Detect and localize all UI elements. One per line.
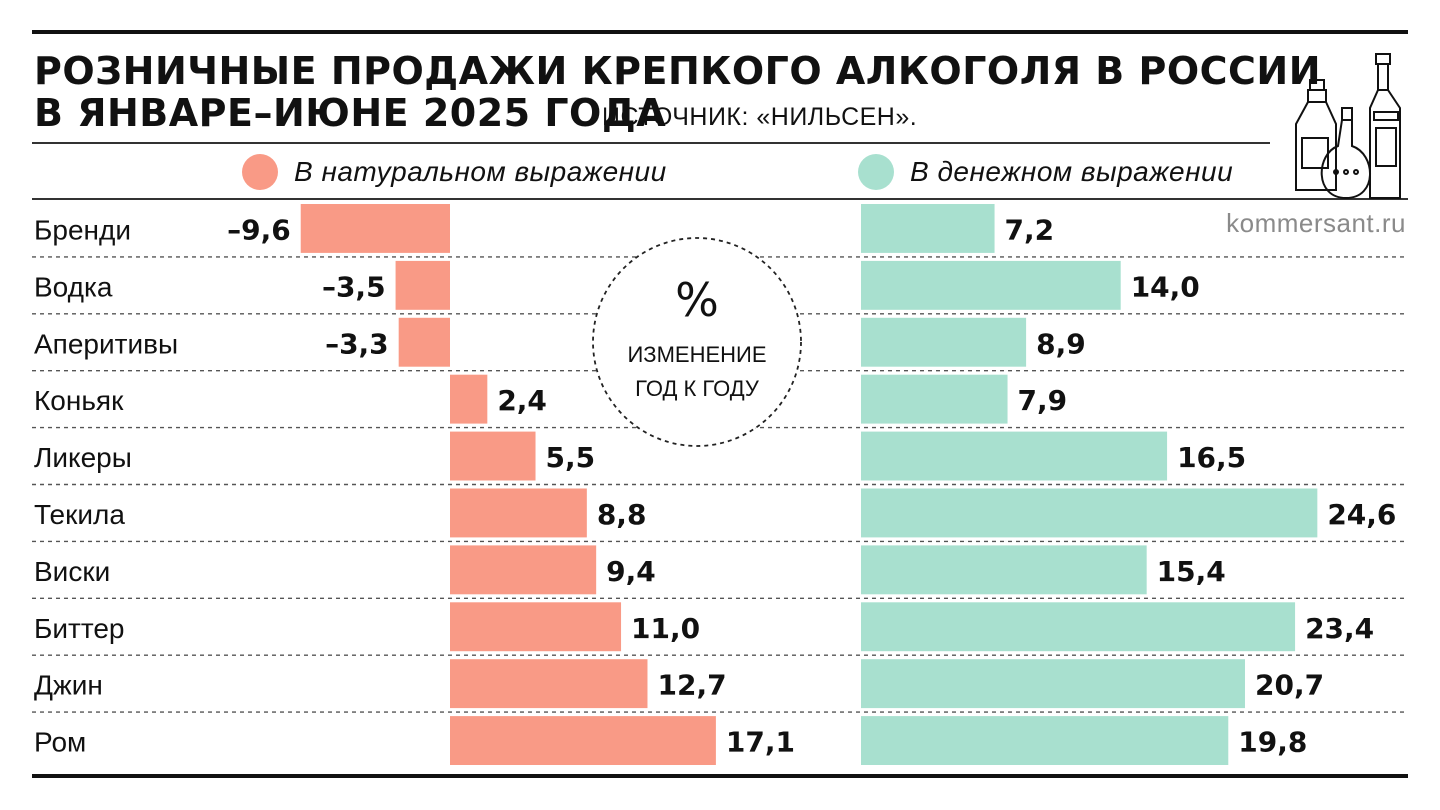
legend-value: В денежном выражении xyxy=(858,154,1233,190)
value-label-value: 14,0 xyxy=(1131,270,1200,303)
value-label-value: 7,2 xyxy=(1005,213,1055,246)
bar-value xyxy=(861,545,1147,595)
value-label-volume: 8,8 xyxy=(597,498,647,531)
value-label-volume: 11,0 xyxy=(631,612,700,645)
value-label-value: 7,9 xyxy=(1018,384,1068,417)
header-rule xyxy=(32,198,1408,200)
bar-value xyxy=(861,204,995,253)
category-label: Джин xyxy=(34,670,103,701)
category-label: Биттер xyxy=(34,613,125,644)
value-label-value: 24,6 xyxy=(1327,498,1396,531)
bar-value xyxy=(861,431,1168,481)
bar-value xyxy=(861,659,1245,709)
bar-volume xyxy=(300,204,450,253)
bar-value xyxy=(861,488,1318,538)
category-label: Виски xyxy=(34,556,110,587)
legend-volume-swatch xyxy=(242,154,278,190)
bar-value xyxy=(861,374,1008,424)
legend-value-label: В денежном выражении xyxy=(910,156,1234,187)
bar-volume xyxy=(450,431,536,481)
value-label-volume: –3,5 xyxy=(322,270,386,303)
value-label-volume: 17,1 xyxy=(726,726,795,759)
value-label-value: 19,8 xyxy=(1238,726,1307,759)
top-rule xyxy=(32,30,1408,34)
bottom-rule xyxy=(32,774,1408,778)
yoy-badge xyxy=(592,237,802,447)
bar-value xyxy=(861,716,1229,765)
bar-value xyxy=(861,317,1027,367)
category-label: Текила xyxy=(34,499,125,530)
legend-value-swatch xyxy=(858,154,894,190)
category-label: Аперитивы xyxy=(34,328,178,359)
bar-volume xyxy=(450,659,648,709)
source-note: ИСТОЧНИК: «НИЛЬСЕН». xyxy=(602,103,918,131)
value-label-volume: 12,7 xyxy=(657,669,726,702)
bottles-icon xyxy=(1295,53,1401,200)
value-label-volume: –9,6 xyxy=(227,213,291,246)
percent-symbol: % xyxy=(675,273,719,327)
category-label: Водка xyxy=(34,271,113,302)
bar-value xyxy=(861,602,1296,652)
category-label: Ликеры xyxy=(34,442,132,473)
legend-rule xyxy=(32,142,1270,144)
category-label: Бренди xyxy=(34,214,131,245)
bar-volume xyxy=(450,545,597,595)
value-label-volume: –3,3 xyxy=(325,327,389,360)
bar-volume xyxy=(450,602,622,652)
badge-line-2: ГОД К ГОДУ xyxy=(635,376,760,401)
title-line-2: В ЯНВАРЕ–ИЮНЕ 2025 ГОДА xyxy=(34,91,667,135)
value-label-volume: 5,5 xyxy=(546,441,596,474)
legend-volume: В натуральном выражении xyxy=(242,154,667,190)
title-line-1: РОЗНИЧНЫЕ ПРОДАЖИ КРЕПКОГО АЛКОГОЛЯ В РО… xyxy=(34,49,1322,93)
bar-volume xyxy=(395,260,450,310)
legend-volume-label: В натуральном выражении xyxy=(294,156,667,187)
value-label-volume: 2,4 xyxy=(497,384,547,417)
category-label: Ром xyxy=(34,727,86,758)
value-label-value: 23,4 xyxy=(1305,612,1374,645)
value-label-volume: 9,4 xyxy=(606,555,656,588)
bar-value xyxy=(861,260,1121,310)
value-label-value: 20,7 xyxy=(1255,669,1324,702)
bar-volume xyxy=(450,716,716,765)
watermark: kommersant.ru xyxy=(1226,208,1406,238)
bar-volume xyxy=(450,488,587,538)
bar-volume xyxy=(398,317,450,367)
value-label-value: 15,4 xyxy=(1157,555,1226,588)
badge-line-1: ИЗМЕНЕНИЕ xyxy=(627,342,766,367)
category-label: Коньяк xyxy=(34,385,124,416)
value-label-value: 8,9 xyxy=(1036,327,1086,360)
bar-volume xyxy=(450,374,488,424)
value-label-value: 16,5 xyxy=(1177,441,1246,474)
